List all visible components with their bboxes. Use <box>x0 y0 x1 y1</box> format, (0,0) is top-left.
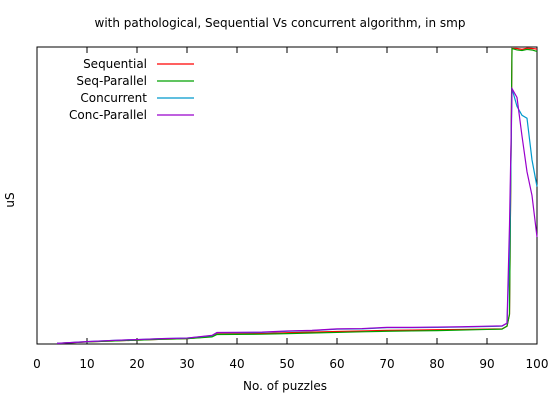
x-tick-label: 80 <box>429 357 444 371</box>
legend-label-sequential: Sequential <box>83 57 147 71</box>
x-tick-label: 100 <box>526 357 549 371</box>
x-ticks: 0 10 20 30 40 50 60 70 80 90 100 <box>33 47 548 371</box>
x-tick-label: 10 <box>79 357 94 371</box>
legend: Sequential Seq-Parallel Concurrent Conc-Par… <box>69 57 194 122</box>
x-tick-label: 90 <box>479 357 494 371</box>
x-tick-label: 60 <box>329 357 344 371</box>
x-axis-label: No. of puzzles <box>243 379 327 393</box>
legend-label-seq-parallel: Seq-Parallel <box>76 74 147 88</box>
chart-title: with pathological, Sequential Vs concurr… <box>95 16 466 30</box>
x-tick-label: 20 <box>129 357 144 371</box>
x-tick-label: 30 <box>179 357 194 371</box>
x-tick-label: 70 <box>379 357 394 371</box>
series-group <box>56 47 538 345</box>
series-line-concurrent <box>56 88 538 345</box>
y-axis-label: uS <box>3 192 17 207</box>
x-tick-label: 40 <box>229 357 244 371</box>
x-tick-label: 0 <box>33 357 41 371</box>
x-tick-label: 50 <box>279 357 294 371</box>
series-line-conc-parallel <box>56 86 538 345</box>
legend-label-concurrent: Concurrent <box>80 91 147 105</box>
legend-label-conc-parallel: Conc-Parallel <box>69 108 147 122</box>
